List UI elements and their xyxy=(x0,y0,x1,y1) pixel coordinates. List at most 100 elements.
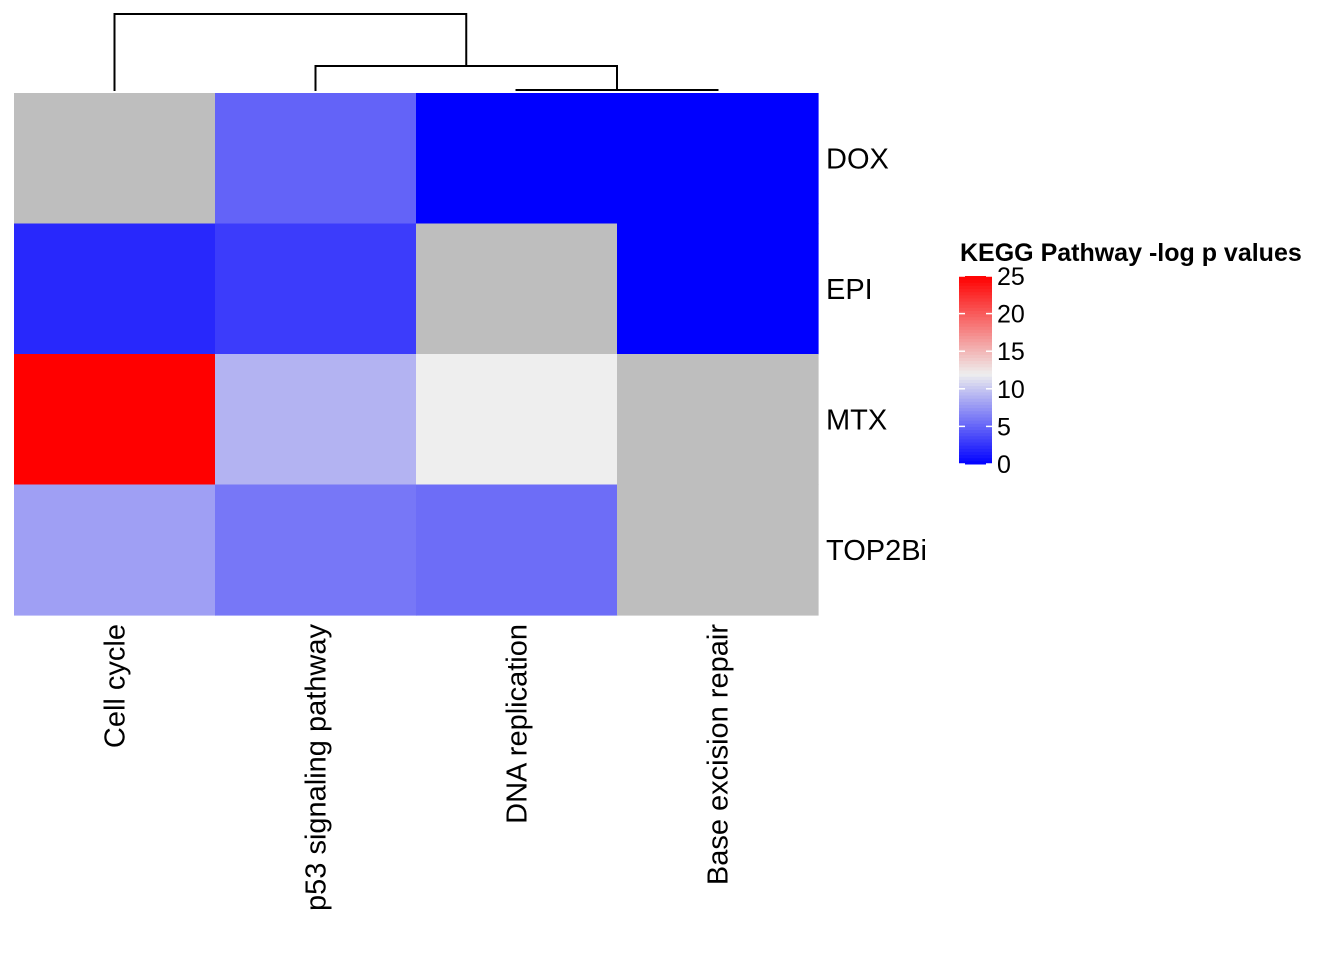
legend-gradient-step xyxy=(959,460,992,465)
legend-gradient-step xyxy=(959,404,992,409)
legend-gradient-step xyxy=(959,301,992,305)
heatmap-cell xyxy=(416,223,618,355)
legend-gradient-step xyxy=(959,310,992,315)
legend-gradient-step xyxy=(959,379,992,384)
column-dendrogram xyxy=(113,13,719,91)
legend-gradient-step xyxy=(959,370,992,374)
column-label: Base excision repair xyxy=(703,624,735,885)
legend-gradient-step xyxy=(959,326,992,330)
legend-gradient-step xyxy=(959,276,992,280)
legend-gradient-step xyxy=(959,426,992,431)
legend-gradient-step xyxy=(959,363,992,368)
row-label: MTX xyxy=(826,404,887,436)
legend-gradient-step xyxy=(959,454,992,459)
legend-gradient-step xyxy=(959,395,992,399)
legend-gradient-step xyxy=(959,282,992,286)
legend-gradient-step xyxy=(959,445,992,449)
legend-tick-label: 0 xyxy=(997,451,1011,479)
legend-gradient-step xyxy=(959,457,992,462)
legend-gradient-step xyxy=(959,388,992,393)
heatmap-cell xyxy=(14,93,216,225)
heatmap-cell xyxy=(215,484,417,616)
legend-gradient-step xyxy=(959,382,992,387)
legend-gradient-step xyxy=(959,398,992,402)
legend-gradient-step xyxy=(959,297,992,302)
legend-gradient-step xyxy=(959,313,992,318)
column-label: p53 signaling pathway xyxy=(301,624,333,911)
heatmap-cell xyxy=(14,223,216,355)
color-legend: KEGG Pathway -log p values 0 5 10 15 20 25 xyxy=(959,239,1302,479)
legend-gradient-step xyxy=(959,417,992,421)
legend-gradient-step xyxy=(959,335,992,340)
legend-ticks: 0 5 10 15 20 25 xyxy=(959,263,1025,479)
legend-tick-label: 20 xyxy=(997,301,1025,329)
legend-gradient-step xyxy=(959,432,992,437)
legend-gradient-step xyxy=(959,423,992,427)
row-labels: DOX EPI MTX TOP2Bi xyxy=(826,143,927,567)
legend-gradient-step xyxy=(959,323,992,327)
legend-title: KEGG Pathway -log p values xyxy=(960,239,1302,267)
legend-gradient-step xyxy=(959,442,992,446)
legend-tick-label: 5 xyxy=(997,413,1011,441)
legend-color-bar xyxy=(959,276,992,465)
legend-gradient-step xyxy=(959,438,992,443)
legend-tick-label: 10 xyxy=(997,376,1025,404)
legend-gradient-step xyxy=(959,385,992,390)
heatmap-cell xyxy=(617,354,819,486)
heatmap-cell xyxy=(215,354,417,486)
legend-gradient-step xyxy=(959,413,992,418)
row-label: EPI xyxy=(826,274,873,306)
legend-tick-label: 15 xyxy=(997,338,1025,366)
legend-gradient-step xyxy=(959,366,992,371)
heatmap-cells xyxy=(14,93,819,616)
heatmap-cell xyxy=(14,354,216,486)
row-label: TOP2Bi xyxy=(826,535,927,567)
column-labels: Cell cycle p53 signaling pathway DNA repli… xyxy=(100,624,735,911)
legend-gradient-step xyxy=(959,348,992,352)
legend-gradient-step xyxy=(959,373,992,377)
heatmap-cell xyxy=(215,93,417,225)
legend-gradient-step xyxy=(959,420,992,424)
heatmap-cell xyxy=(416,93,618,225)
legend-gradient-step xyxy=(959,360,992,365)
heatmap-cell xyxy=(617,223,819,355)
heatmap-cell xyxy=(617,484,819,616)
heatmap-cell xyxy=(416,354,618,486)
legend-gradient-step xyxy=(959,354,992,358)
legend-gradient-step xyxy=(959,285,992,290)
legend-gradient-step xyxy=(959,279,992,283)
legend-gradient-step xyxy=(959,448,992,452)
legend-gradient-step xyxy=(959,291,992,296)
legend-gradient-step xyxy=(959,338,992,343)
legend-gradient-step xyxy=(959,319,992,324)
legend-gradient-step xyxy=(959,294,992,299)
legend-gradient-step xyxy=(959,316,992,321)
legend-tick-label: 25 xyxy=(997,263,1025,291)
heatmap-cell xyxy=(617,93,819,225)
row-label: DOX xyxy=(826,143,889,175)
heatmap-cell xyxy=(416,484,618,616)
heatmap-cell xyxy=(14,484,216,616)
dendrogram-branch xyxy=(515,89,719,91)
legend-gradient-step xyxy=(959,351,992,355)
legend-gradient-step xyxy=(959,407,992,412)
legend-gradient-step xyxy=(959,429,992,434)
legend-gradient-step xyxy=(959,288,992,293)
legend-gradient-step xyxy=(959,410,992,415)
heatmap-cell xyxy=(215,223,417,355)
legend-gradient-step xyxy=(959,341,992,346)
legend-gradient-step xyxy=(959,304,992,308)
legend-gradient-step xyxy=(959,344,992,349)
dendrogram-branch xyxy=(113,13,468,91)
dendrogram-branch xyxy=(314,65,618,91)
legend-gradient-step xyxy=(959,307,992,311)
legend-gradient-step xyxy=(959,332,992,337)
legend-gradient-step xyxy=(959,435,992,440)
legend-gradient-step xyxy=(959,451,992,456)
legend-gradient-step xyxy=(959,376,992,380)
column-label: DNA replication xyxy=(502,624,534,824)
legend-gradient-step xyxy=(959,391,992,396)
column-label: Cell cycle xyxy=(100,624,132,748)
legend-gradient-step xyxy=(959,357,992,362)
